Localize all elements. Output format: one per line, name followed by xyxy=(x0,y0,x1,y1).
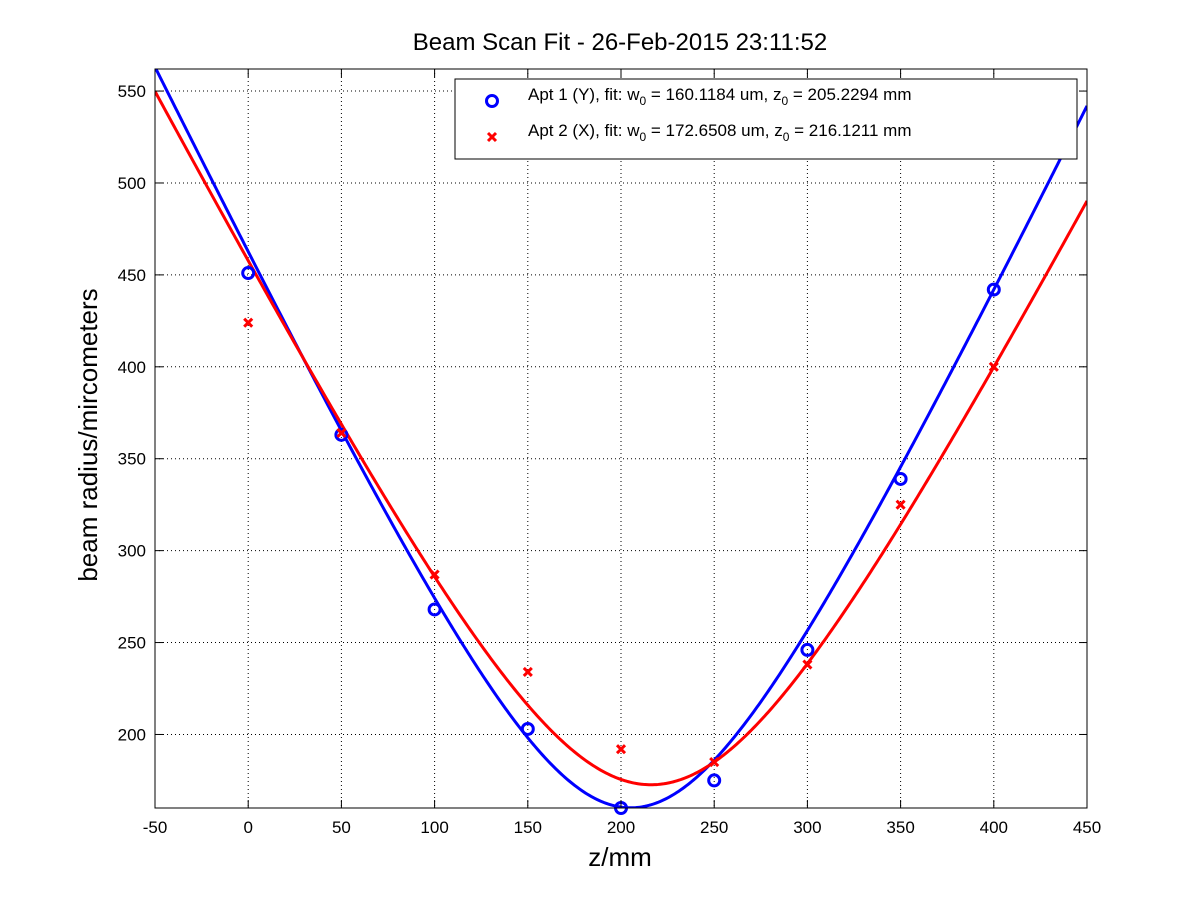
y-tick-label: 300 xyxy=(118,542,146,561)
legend: Apt 1 (Y), fit: w0 = 160.1184 um, z0 = 2… xyxy=(454,78,1078,160)
y-tick-label: 550 xyxy=(118,82,146,101)
x-tick-label: -50 xyxy=(143,818,168,837)
data-point-series-1 xyxy=(241,266,256,281)
data-point-series-2 xyxy=(802,659,813,670)
legend-apt1-w-sub: 0 xyxy=(639,94,646,108)
legend-apt1-z0: = 205.2294 mm xyxy=(788,85,911,104)
plot-area xyxy=(155,69,1087,808)
data-point-series-2 xyxy=(522,666,533,678)
legend-apt1-z-sub: 0 xyxy=(781,94,788,108)
data-point-series-1 xyxy=(427,602,442,617)
legend-marker-apt2 xyxy=(486,131,498,143)
legend-entry-apt1: Apt 1 (Y), fit: w0 = 160.1184 um, z0 = 2… xyxy=(528,85,912,108)
legend-box xyxy=(454,78,1078,160)
data-point-series-2 xyxy=(988,361,999,372)
data-point-series-1 xyxy=(893,471,908,486)
y-tick-label: 500 xyxy=(118,174,146,193)
y-tick-label: 400 xyxy=(118,358,146,377)
data-point-series-1 xyxy=(707,773,722,788)
y-tick-label: 250 xyxy=(118,634,146,653)
y-tick-label: 350 xyxy=(118,450,146,469)
legend-apt2-w-sub: 0 xyxy=(639,130,646,144)
y-tick-label: 450 xyxy=(118,266,146,285)
data-point-series-1 xyxy=(800,642,815,657)
x-tick-label: 200 xyxy=(607,818,635,837)
legend-apt1-prefix: Apt 1 (Y), fit: w xyxy=(528,85,640,104)
x-tick-label: 400 xyxy=(980,818,1008,837)
chart-title: Beam Scan Fit - 26-Feb-2015 23:11:52 xyxy=(413,29,827,56)
x-tick-label: 100 xyxy=(420,818,448,837)
legend-apt2-z-sub: 0 xyxy=(783,130,790,144)
legend-apt1-w0: = 160.1184 um, z xyxy=(646,85,781,104)
legend-apt2-z0: = 216.1211 mm xyxy=(789,121,911,140)
data-point-series-1 xyxy=(986,282,1001,297)
x-tick-label: 450 xyxy=(1073,818,1101,837)
data-point-series-1 xyxy=(334,427,349,442)
y-tick-label: 200 xyxy=(118,725,146,744)
data-point-series-2 xyxy=(709,756,720,768)
axis-ticks xyxy=(154,69,1088,808)
x-tick-label: 50 xyxy=(332,818,351,837)
x-tick-label: 300 xyxy=(793,818,821,837)
x-tick-label: 150 xyxy=(514,818,542,837)
data-point-series-2 xyxy=(615,744,627,755)
x-axis-label: z/mm xyxy=(588,842,652,872)
fit-curve-series-2 xyxy=(155,90,1087,787)
y-axis-label: beam radius/mircometers xyxy=(73,288,103,581)
x-tick-label: 0 xyxy=(243,818,252,837)
x-tick-label: 350 xyxy=(886,818,914,837)
data-point-series-1 xyxy=(520,721,535,736)
legend-entry-apt2: Apt 2 (X), fit: w0 = 172.6508 um, z0 = 2… xyxy=(528,121,912,144)
data-point-series-2 xyxy=(243,317,254,328)
data-point-series-2 xyxy=(429,569,440,580)
legend-apt2-w0: = 172.6508 um, z xyxy=(646,121,783,140)
data-point-series-2 xyxy=(336,427,347,439)
legend-marker-apt1 xyxy=(485,94,499,108)
data-point-series-2 xyxy=(895,499,906,510)
tick-labels: -50 0 50 100 150 200 250 300 350 400 450 200 250 300 3… xyxy=(118,82,1102,837)
legend-apt2-prefix: Apt 2 (X), fit: w xyxy=(528,121,640,140)
data-markers xyxy=(241,266,1001,815)
x-tick-label: 250 xyxy=(700,818,728,837)
